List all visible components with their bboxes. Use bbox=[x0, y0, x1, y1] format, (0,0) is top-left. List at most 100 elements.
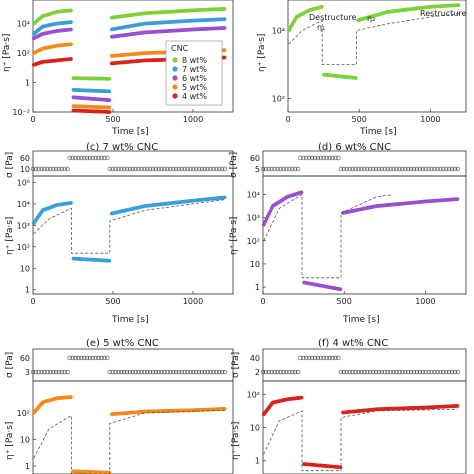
stress-marker bbox=[353, 369, 358, 375]
stress-marker bbox=[327, 155, 332, 161]
stress-marker bbox=[76, 155, 81, 161]
stress-marker bbox=[370, 369, 376, 375]
stress-marker bbox=[119, 166, 124, 172]
stress-marker bbox=[217, 166, 222, 172]
stress-marker bbox=[59, 166, 64, 172]
xtick-label: 1000 bbox=[415, 297, 435, 306]
stress-marker bbox=[260, 369, 266, 375]
stress-marker bbox=[432, 369, 437, 375]
stress-marker bbox=[93, 355, 98, 361]
stress-marker bbox=[438, 369, 443, 375]
stress-marker bbox=[367, 166, 373, 172]
stress-marker bbox=[62, 369, 67, 375]
stress-marker bbox=[321, 155, 326, 161]
stress-marker bbox=[136, 369, 141, 375]
stress-marker bbox=[133, 369, 138, 375]
xtick-label: 0 bbox=[30, 297, 35, 306]
stress-marker bbox=[124, 166, 130, 172]
stress-marker bbox=[179, 369, 185, 375]
stress-marker bbox=[53, 166, 59, 172]
panel-c-stress-axes bbox=[32, 150, 234, 177]
legend-marker-8wt bbox=[172, 57, 178, 63]
stress-marker bbox=[145, 166, 150, 172]
stress-marker bbox=[429, 369, 434, 375]
panel-b-marks: 10² 10⁴ 0 500 1000 bbox=[272, 3, 461, 124]
stress-marker bbox=[388, 369, 393, 375]
stress-marker bbox=[107, 369, 113, 375]
stress-marker bbox=[142, 166, 147, 172]
stress-marker bbox=[219, 369, 225, 375]
annotation-restructure: Restructure bbox=[420, 9, 467, 18]
xtick-label: 500 bbox=[337, 297, 352, 306]
stress-marker bbox=[202, 369, 208, 375]
stress-marker bbox=[62, 166, 67, 172]
ytick-label: 10⁴ bbox=[272, 27, 285, 36]
stress-marker bbox=[139, 166, 144, 172]
stress-marker bbox=[356, 166, 361, 172]
stress-marker bbox=[196, 369, 202, 375]
stress-tick-label: 60 bbox=[20, 354, 30, 363]
stress-marker bbox=[130, 369, 136, 375]
stress-marker bbox=[281, 166, 286, 172]
stress-marker bbox=[36, 166, 41, 172]
ytick-label: 10² bbox=[247, 390, 260, 399]
stress-marker bbox=[336, 155, 341, 161]
stress-marker bbox=[188, 369, 193, 375]
stress-marker bbox=[269, 369, 274, 375]
data-point bbox=[222, 26, 227, 30]
stress-marker bbox=[324, 155, 329, 161]
stress-marker bbox=[284, 369, 289, 375]
stress-marker bbox=[391, 166, 396, 172]
stress-marker bbox=[150, 369, 156, 375]
stress-marker bbox=[173, 166, 179, 172]
stress-marker bbox=[208, 369, 213, 375]
stress-marker bbox=[315, 355, 321, 361]
stress-marker bbox=[185, 369, 190, 375]
ytick-label: 10² bbox=[17, 243, 30, 252]
panel-f-ylabel: η⁺ [Pa·s] bbox=[231, 422, 241, 460]
data-point bbox=[299, 190, 304, 195]
stress-marker bbox=[269, 166, 274, 172]
stress-marker bbox=[309, 355, 315, 361]
stress-marker bbox=[156, 369, 161, 375]
panel-b-xlabel: Time [s] bbox=[359, 127, 397, 137]
xtick-label: 1000 bbox=[420, 115, 440, 124]
stress-tick-label: 3 bbox=[25, 368, 30, 377]
stress-marker bbox=[287, 369, 292, 375]
data-point bbox=[69, 395, 73, 399]
stress-marker bbox=[400, 166, 405, 172]
legend-marker-5wt bbox=[172, 84, 178, 90]
stress-marker bbox=[414, 369, 420, 375]
stress-marker bbox=[446, 166, 452, 172]
data-point bbox=[107, 258, 112, 263]
stress-marker bbox=[205, 369, 210, 375]
data-point bbox=[338, 287, 343, 292]
stress-marker bbox=[42, 166, 47, 172]
stress-marker bbox=[385, 166, 390, 172]
ytick-label: 10⁴ bbox=[247, 191, 260, 200]
stress-marker bbox=[284, 166, 289, 172]
stress-marker bbox=[76, 355, 81, 361]
stress-marker bbox=[90, 355, 96, 361]
stress-marker bbox=[113, 166, 118, 172]
stress-marker bbox=[449, 166, 455, 172]
legend-marker-7wt bbox=[172, 66, 178, 72]
stress-marker bbox=[309, 155, 315, 161]
stress-marker bbox=[278, 166, 283, 172]
stress-marker bbox=[202, 166, 208, 172]
stress-marker bbox=[281, 369, 286, 375]
stress-marker bbox=[382, 369, 387, 375]
ytick-label: 10⁴ bbox=[17, 20, 30, 29]
panel-c-title: (c) 7 wt% CNC bbox=[86, 142, 158, 153]
panel-f-marks: 1 10 10² 40 2 bbox=[247, 354, 461, 472]
stress-marker bbox=[438, 166, 443, 172]
stress-marker bbox=[338, 166, 344, 172]
stress-marker bbox=[147, 369, 153, 375]
ytick-label: 1 bbox=[25, 79, 30, 88]
data-point bbox=[222, 17, 227, 22]
ytick-label: 10² bbox=[17, 49, 30, 58]
legend-label-8wt: 8 wt% bbox=[182, 56, 207, 65]
stress-marker bbox=[99, 355, 104, 361]
stress-marker bbox=[67, 155, 73, 161]
